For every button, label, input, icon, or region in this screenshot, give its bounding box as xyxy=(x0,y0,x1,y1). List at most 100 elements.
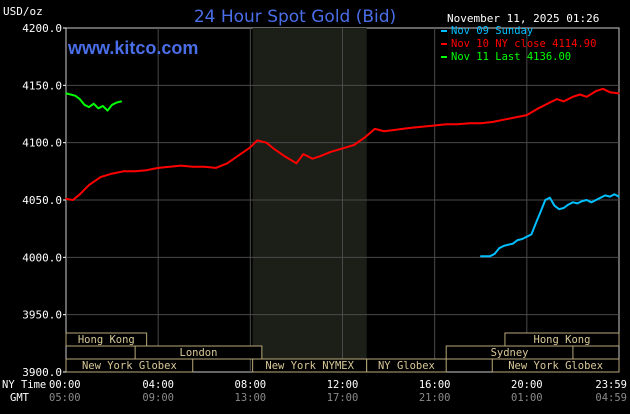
series-point xyxy=(111,104,113,106)
x-tick-label-gmt: 01:00 xyxy=(511,392,543,404)
series-point xyxy=(581,200,583,202)
x-tick-label-gmt: 17:00 xyxy=(327,392,359,404)
series-point xyxy=(516,239,519,241)
series-point xyxy=(256,139,259,142)
series-point xyxy=(498,247,500,249)
series-point xyxy=(249,146,252,149)
series-point xyxy=(599,196,602,199)
x-tick-label-ny: 20:00 xyxy=(511,379,543,391)
series-point xyxy=(595,199,597,201)
brand-watermark: www.kitco.com xyxy=(67,38,198,58)
series-point xyxy=(401,128,404,130)
x-tick-label-ny: 12:00 xyxy=(327,379,359,391)
x-tick-label-gmt: 05:00 xyxy=(49,392,81,404)
series-point xyxy=(507,243,510,246)
series-point xyxy=(617,92,620,95)
series-point xyxy=(585,199,588,201)
series-point xyxy=(526,235,528,238)
series-point xyxy=(92,102,95,105)
session-box xyxy=(491,358,620,373)
series-point xyxy=(549,196,551,199)
series-point xyxy=(553,204,556,207)
series-point xyxy=(468,122,471,124)
series-point xyxy=(191,165,194,168)
legend-entry: Nov 10 NY close 4114.90 xyxy=(451,38,596,50)
series-point xyxy=(608,91,611,94)
series-point xyxy=(295,162,298,165)
chart-title: 24 Hour Spot Gold (Bid) xyxy=(194,7,396,27)
series-point xyxy=(203,165,206,168)
series-point xyxy=(433,124,436,127)
series-point xyxy=(479,255,482,257)
datetime-stamp: November 11, 2025 01:26 xyxy=(447,12,599,25)
y-tick-label: 4200.0 xyxy=(22,22,62,35)
session-box xyxy=(65,358,194,373)
series-point xyxy=(168,165,171,168)
series-point xyxy=(602,87,604,90)
series-point xyxy=(373,128,376,130)
series-point xyxy=(214,167,217,169)
session-label: Sydney xyxy=(491,347,529,359)
series-point xyxy=(555,98,558,100)
series-point xyxy=(579,93,581,96)
y-axis-ticks: 4200.0 4150.0 4100.0 4050.0 4000.0 3950.0 3900… xyxy=(22,22,66,379)
series-point xyxy=(88,184,90,186)
series-point xyxy=(69,93,72,96)
gmt-row-label: GMT xyxy=(10,392,30,404)
series-point xyxy=(111,172,113,175)
session-label: NY Globex xyxy=(378,360,435,372)
series-point xyxy=(567,203,570,206)
session-box xyxy=(134,345,263,360)
series-point xyxy=(88,106,90,108)
series-point xyxy=(590,201,593,204)
series-point xyxy=(410,126,413,129)
series-point xyxy=(122,170,125,173)
series-point xyxy=(608,195,611,198)
series-point xyxy=(514,116,517,119)
x-tick-label-gmt: 09:00 xyxy=(142,392,174,404)
session-label: London xyxy=(180,347,218,359)
series-point xyxy=(558,208,560,210)
x-tick-label-ny: 23:59 xyxy=(595,379,627,391)
y-tick-label: 4150.0 xyxy=(22,79,62,92)
series-point xyxy=(238,154,240,157)
gridlines xyxy=(66,28,619,372)
series-point xyxy=(272,147,275,150)
series-point xyxy=(65,198,67,200)
series-point xyxy=(585,96,588,98)
series-point xyxy=(72,199,74,201)
y-tick-label: 3900.0 xyxy=(22,366,62,379)
series-point xyxy=(330,151,332,153)
session-label: New York Globex xyxy=(508,360,603,372)
series-point xyxy=(544,199,547,201)
legend-entry: Nov 09 Sunday xyxy=(451,25,533,37)
series-point xyxy=(145,169,148,171)
series-point xyxy=(353,144,355,146)
series-point xyxy=(572,96,574,98)
series-point xyxy=(364,136,367,138)
series-point xyxy=(180,164,183,167)
series-point xyxy=(318,155,321,158)
series-point xyxy=(445,123,447,126)
series-point xyxy=(502,118,505,121)
series-point xyxy=(226,162,229,165)
series-point xyxy=(526,114,528,116)
price-series xyxy=(65,87,620,258)
series-point xyxy=(134,170,136,173)
series-point xyxy=(74,94,77,97)
series-point xyxy=(99,176,102,178)
series-point xyxy=(302,153,305,155)
series-point xyxy=(521,238,524,240)
session-label: Hong Kong xyxy=(534,334,591,346)
series-point xyxy=(115,101,118,104)
ny-time-row-label: NY Time xyxy=(2,379,46,391)
series-point xyxy=(392,129,394,131)
series-point xyxy=(491,121,494,123)
series-point xyxy=(456,123,459,126)
series-point xyxy=(572,201,574,204)
